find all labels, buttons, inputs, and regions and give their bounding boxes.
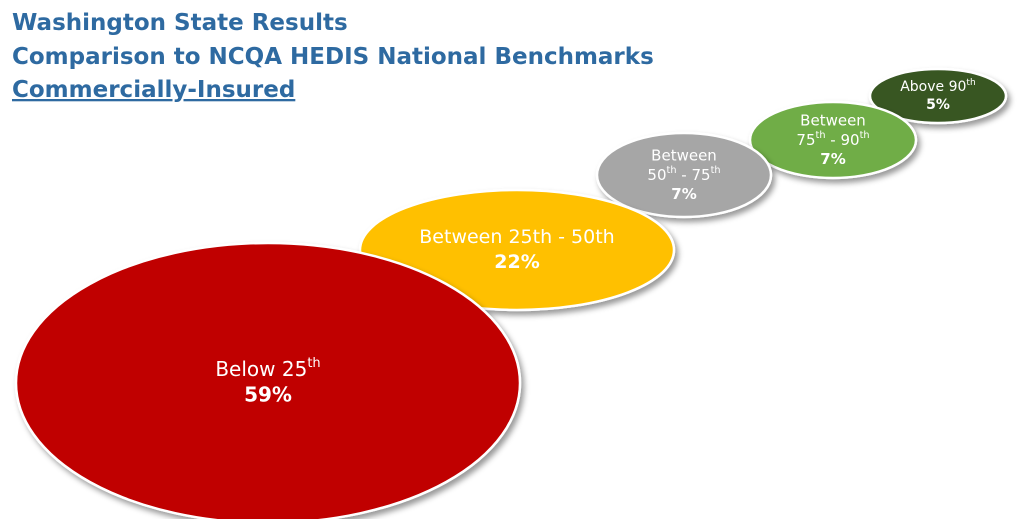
bubble-label: Between [800,111,866,129]
bubble [748,100,918,180]
bubble-label: 50th - 75th [647,165,720,184]
title: Washington State Results [12,10,348,36]
bubble-value: 5% [926,97,950,113]
bubble-label: Below 25th [215,356,320,381]
bubble-label: Between 25th - 50th [419,226,614,248]
bubble [14,241,522,519]
bubble [595,131,773,219]
bubble-value: 7% [671,185,696,203]
bubble-value: 7% [820,150,845,168]
bubble-value: 59% [244,383,292,407]
group-title: Commercially-Insured [12,77,295,103]
subtitle: Comparison to NCQA HEDIS National Benchm… [12,44,654,70]
bubble [868,67,1008,125]
bubble-label: 75th - 90th [796,130,869,149]
bubble-label: Between [651,146,717,164]
bubble-value: 22% [494,251,539,273]
bubble-label: Above 90th [900,78,976,95]
